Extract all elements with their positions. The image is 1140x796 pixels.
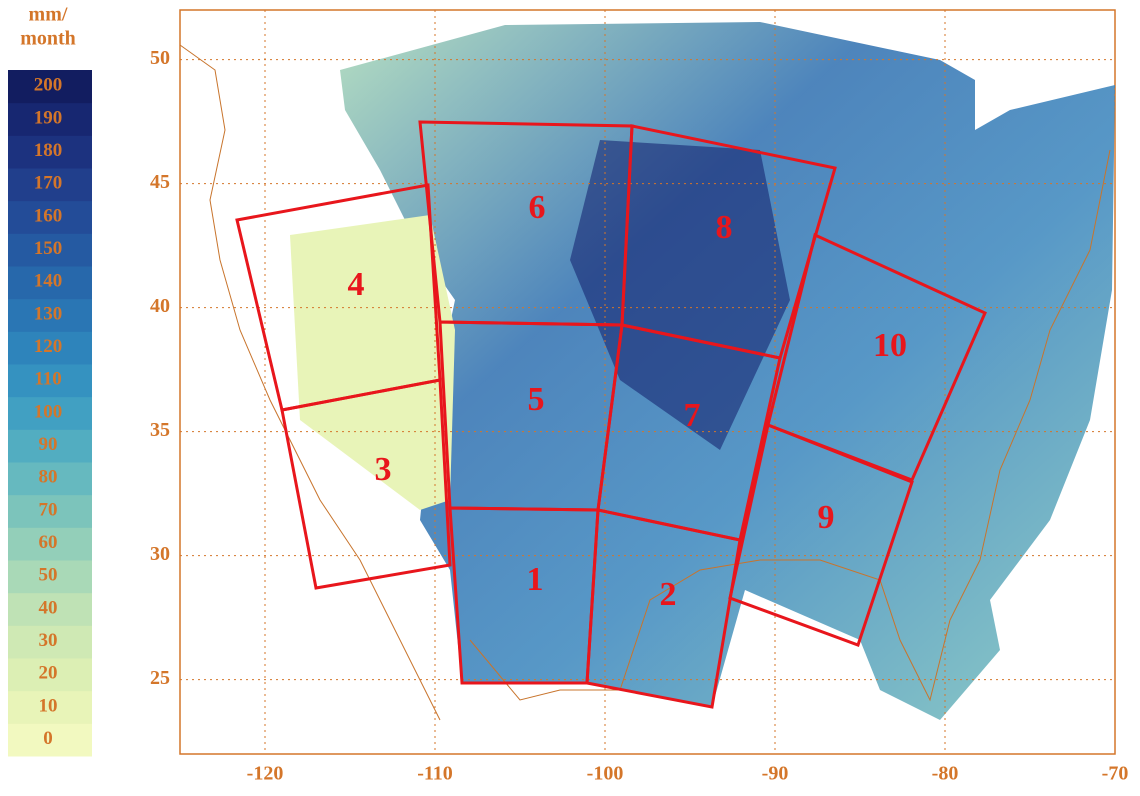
colorbar-label: 10 [39, 695, 58, 716]
colorbar-label: 80 [39, 467, 58, 488]
colorbar-label: 110 [34, 369, 61, 390]
region-label: 6 [529, 189, 546, 226]
colorbar-label: 0 [43, 728, 53, 749]
colorbar-label: 130 [34, 303, 63, 324]
x-tick-label: -110 [417, 763, 453, 785]
region-label: 2 [660, 576, 677, 613]
region-label: 8 [716, 209, 733, 246]
colorbar-label: 200 [34, 75, 63, 96]
y-tick-label: 45 [150, 171, 170, 193]
y-tick-label: 40 [150, 295, 170, 317]
colorbar-label: 20 [39, 663, 58, 684]
y-tick-label: 35 [150, 419, 170, 441]
colorbar-label: 170 [34, 173, 63, 194]
colorbar-label: 150 [34, 238, 63, 259]
region-label: 7 [684, 397, 701, 434]
x-tick-label: -100 [587, 763, 624, 785]
region-label: 9 [818, 499, 835, 536]
colorbar-label: 60 [39, 532, 58, 553]
region-label: 1 [527, 561, 544, 598]
colorbar-label: 30 [39, 630, 58, 651]
colorbar-label: 140 [34, 271, 63, 292]
colorbar-unit: mm/ [29, 4, 68, 26]
colorbar-label: 190 [34, 107, 63, 128]
y-tick-label: 30 [150, 543, 170, 565]
colorbar-label: 40 [39, 597, 58, 618]
y-tick-label: 25 [150, 667, 170, 689]
map-figure: mm/month01020304050607080901001101201301… [0, 0, 1140, 791]
colorbar-unit: month [20, 28, 76, 50]
region-label: 4 [348, 266, 365, 303]
colorbar-label: 120 [34, 336, 63, 357]
x-tick-label: -90 [762, 763, 789, 785]
x-tick-label: -80 [932, 763, 959, 785]
region-label: 10 [873, 327, 907, 364]
region-label: 3 [375, 451, 392, 488]
colorbar-label: 160 [34, 205, 63, 226]
y-tick-label: 50 [150, 47, 170, 69]
precip-field [290, 22, 1115, 720]
x-tick-label: -70 [1102, 763, 1129, 785]
colorbar-label: 90 [39, 434, 58, 455]
colorbar-label: 180 [34, 140, 63, 161]
colorbar-label: 70 [39, 499, 58, 520]
region-label: 5 [528, 381, 545, 418]
colorbar-label: 100 [34, 401, 63, 422]
colorbar-label: 50 [39, 565, 58, 586]
colorbar: mm/month 0 10 20 30 40 50 60 70 80 90 100 110 120 130 1… [8, 4, 92, 757]
x-tick-label: -120 [247, 763, 284, 785]
